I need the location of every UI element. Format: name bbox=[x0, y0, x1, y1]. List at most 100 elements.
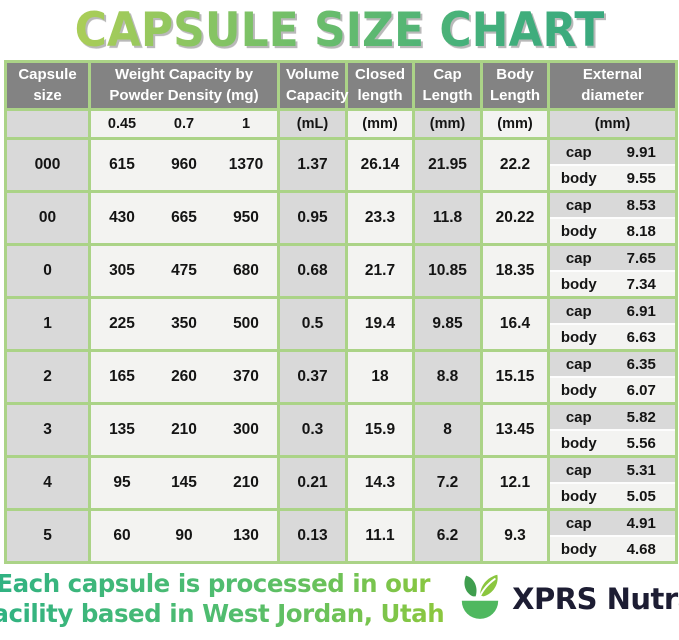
table-header: Capsule size Weight Capacity by Powder D… bbox=[4, 60, 678, 111]
weight-density-1: 1370 bbox=[228, 156, 264, 173]
cap-diameter-value: 4.91 bbox=[626, 514, 656, 532]
weight-density-07: 665 bbox=[171, 209, 197, 226]
body-length-cell: 18.35 bbox=[480, 243, 550, 299]
external-body-row: body 4.68 bbox=[550, 537, 675, 561]
cap-diameter-value: 6.91 bbox=[626, 302, 656, 320]
external-cap-row: cap 6.35 bbox=[550, 352, 675, 378]
weight-density-1: 130 bbox=[233, 527, 259, 544]
weight-density-045: 135 bbox=[109, 421, 135, 438]
cap-length-cell: 9.85 bbox=[412, 296, 483, 352]
weight-capacity-cell: 95 145 210 bbox=[88, 455, 280, 511]
table-row: 0 305 475 680 0.68 21.7 10.85 18.35 cap … bbox=[4, 243, 678, 299]
units-empty-cell bbox=[4, 108, 91, 140]
cap-label: cap bbox=[565, 408, 592, 426]
weight-density-07: 145 bbox=[171, 474, 197, 491]
capsule-size-cell: 00 bbox=[4, 190, 91, 246]
body-diameter-value: 9.55 bbox=[626, 169, 656, 187]
density-07: 0.7 bbox=[173, 116, 195, 132]
external-cap-row: cap 6.91 bbox=[550, 299, 675, 325]
table-row: 4 95 145 210 0.21 14.3 7.2 12.1 cap 5.31 bbox=[4, 455, 678, 511]
capsule-size-cell: 000 bbox=[4, 137, 91, 193]
footer-tagline: Each capsule is processed in our facilit… bbox=[0, 569, 444, 629]
weight-density-045: 225 bbox=[109, 315, 135, 332]
closed-length-cell: 21.7 bbox=[345, 243, 415, 299]
external-diameter-cell: cap 7.65 body 7.34 bbox=[547, 243, 678, 299]
cap-label: cap bbox=[565, 514, 592, 532]
body-length-cell: 16.4 bbox=[480, 296, 550, 352]
weight-capacity-cell: 135 210 300 bbox=[88, 402, 280, 458]
body-length-cell: 9.3 bbox=[480, 508, 550, 564]
body-diameter-value: 8.18 bbox=[626, 222, 656, 240]
table-container: Capsule size Weight Capacity by Powder D… bbox=[0, 60, 679, 564]
units-closed: (mm) bbox=[345, 108, 415, 140]
weight-density-1: 680 bbox=[233, 262, 259, 279]
weight-density-045: 60 bbox=[113, 527, 131, 544]
cap-label: cap bbox=[565, 143, 592, 161]
xprs-nutra-leaf-bowl-icon bbox=[461, 574, 499, 619]
weight-density-1: 950 bbox=[233, 209, 259, 226]
cap-length-cell: 7.2 bbox=[412, 455, 483, 511]
cap-label: cap bbox=[565, 461, 592, 479]
capsule-size-cell: 1 bbox=[4, 296, 91, 352]
page-title: CAPSULE SIZE CHART bbox=[74, 2, 605, 58]
external-body-row: body 6.63 bbox=[550, 325, 675, 349]
volume-capacity-cell: 0.3 bbox=[277, 402, 348, 458]
volume-capacity-cell: 0.68 bbox=[277, 243, 348, 299]
brand-name: XPRS Nutra bbox=[512, 582, 679, 616]
cap-label: cap bbox=[565, 355, 592, 373]
brand-logo-group: XPRS Nutra bbox=[454, 572, 679, 626]
external-diameter-cell: cap 9.91 body 9.55 bbox=[547, 137, 678, 193]
title-bar: CAPSULE SIZE CHART bbox=[0, 0, 679, 60]
body-label: body bbox=[560, 275, 597, 293]
header-external-diameter: External diameter bbox=[547, 60, 678, 111]
weight-density-1: 300 bbox=[233, 421, 259, 438]
closed-length-cell: 18 bbox=[345, 349, 415, 405]
external-body-row: body 7.34 bbox=[550, 272, 675, 296]
volume-capacity-cell: 1.37 bbox=[277, 137, 348, 193]
closed-length-cell: 15.9 bbox=[345, 402, 415, 458]
cap-diameter-value: 8.53 bbox=[626, 196, 656, 214]
table-row: 00 430 665 950 0.95 23.3 11.8 20.22 cap … bbox=[4, 190, 678, 246]
external-diameter-cell: cap 6.91 body 6.63 bbox=[547, 296, 678, 352]
closed-length-cell: 19.4 bbox=[345, 296, 415, 352]
density-1: 1 bbox=[241, 116, 251, 132]
body-diameter-value: 5.05 bbox=[626, 487, 656, 505]
volume-capacity-cell: 0.21 bbox=[277, 455, 348, 511]
cap-label: cap bbox=[565, 302, 592, 320]
units-densities-cell: 0.45 0.7 1 bbox=[88, 108, 280, 140]
cap-length-cell: 8 bbox=[412, 402, 483, 458]
external-cap-row: cap 5.31 bbox=[550, 458, 675, 484]
weight-capacity-cell: 615 960 1370 bbox=[88, 137, 280, 193]
weight-density-1: 370 bbox=[233, 368, 259, 385]
body-length-cell: 15.15 bbox=[480, 349, 550, 405]
table-row: 1 225 350 500 0.5 19.4 9.85 16.4 cap 6.9… bbox=[4, 296, 678, 352]
units-cap: (mm) bbox=[412, 108, 483, 140]
body-length-cell: 22.2 bbox=[480, 137, 550, 193]
body-diameter-value: 4.68 bbox=[626, 540, 656, 558]
closed-length-cell: 11.1 bbox=[345, 508, 415, 564]
units-volume: (mL) bbox=[277, 108, 348, 140]
weight-density-07: 210 bbox=[171, 421, 197, 438]
footer: Each capsule is processed in our facilit… bbox=[0, 564, 679, 640]
body-diameter-value: 6.07 bbox=[626, 381, 656, 399]
body-label: body bbox=[560, 328, 597, 346]
capsule-size-cell: 5 bbox=[4, 508, 91, 564]
weight-density-1: 500 bbox=[233, 315, 259, 332]
external-diameter-cell: cap 5.82 body 5.56 bbox=[547, 402, 678, 458]
weight-capacity-cell: 60 90 130 bbox=[88, 508, 280, 564]
external-diameter-cell: cap 4.91 body 4.68 bbox=[547, 508, 678, 564]
cap-label: cap bbox=[565, 196, 592, 214]
body-diameter-value: 5.56 bbox=[626, 434, 656, 452]
body-label: body bbox=[560, 169, 597, 187]
cap-diameter-value: 5.82 bbox=[626, 408, 656, 426]
tagline-line-1: Each capsule is processed in our bbox=[0, 569, 431, 599]
external-body-row: body 8.18 bbox=[550, 219, 675, 243]
table-row: 2 165 260 370 0.37 18 8.8 15.15 cap 6.35 bbox=[4, 349, 678, 405]
weight-density-045: 430 bbox=[109, 209, 135, 226]
table-row: 5 60 90 130 0.13 11.1 6.2 9.3 cap 4.91 bbox=[4, 508, 678, 564]
header-volume-capacity: Volume Capacity bbox=[277, 60, 349, 111]
volume-capacity-cell: 0.5 bbox=[277, 296, 348, 352]
volume-capacity-cell: 0.13 bbox=[277, 508, 348, 564]
body-label: body bbox=[560, 222, 597, 240]
external-body-row: body 9.55 bbox=[550, 166, 675, 190]
